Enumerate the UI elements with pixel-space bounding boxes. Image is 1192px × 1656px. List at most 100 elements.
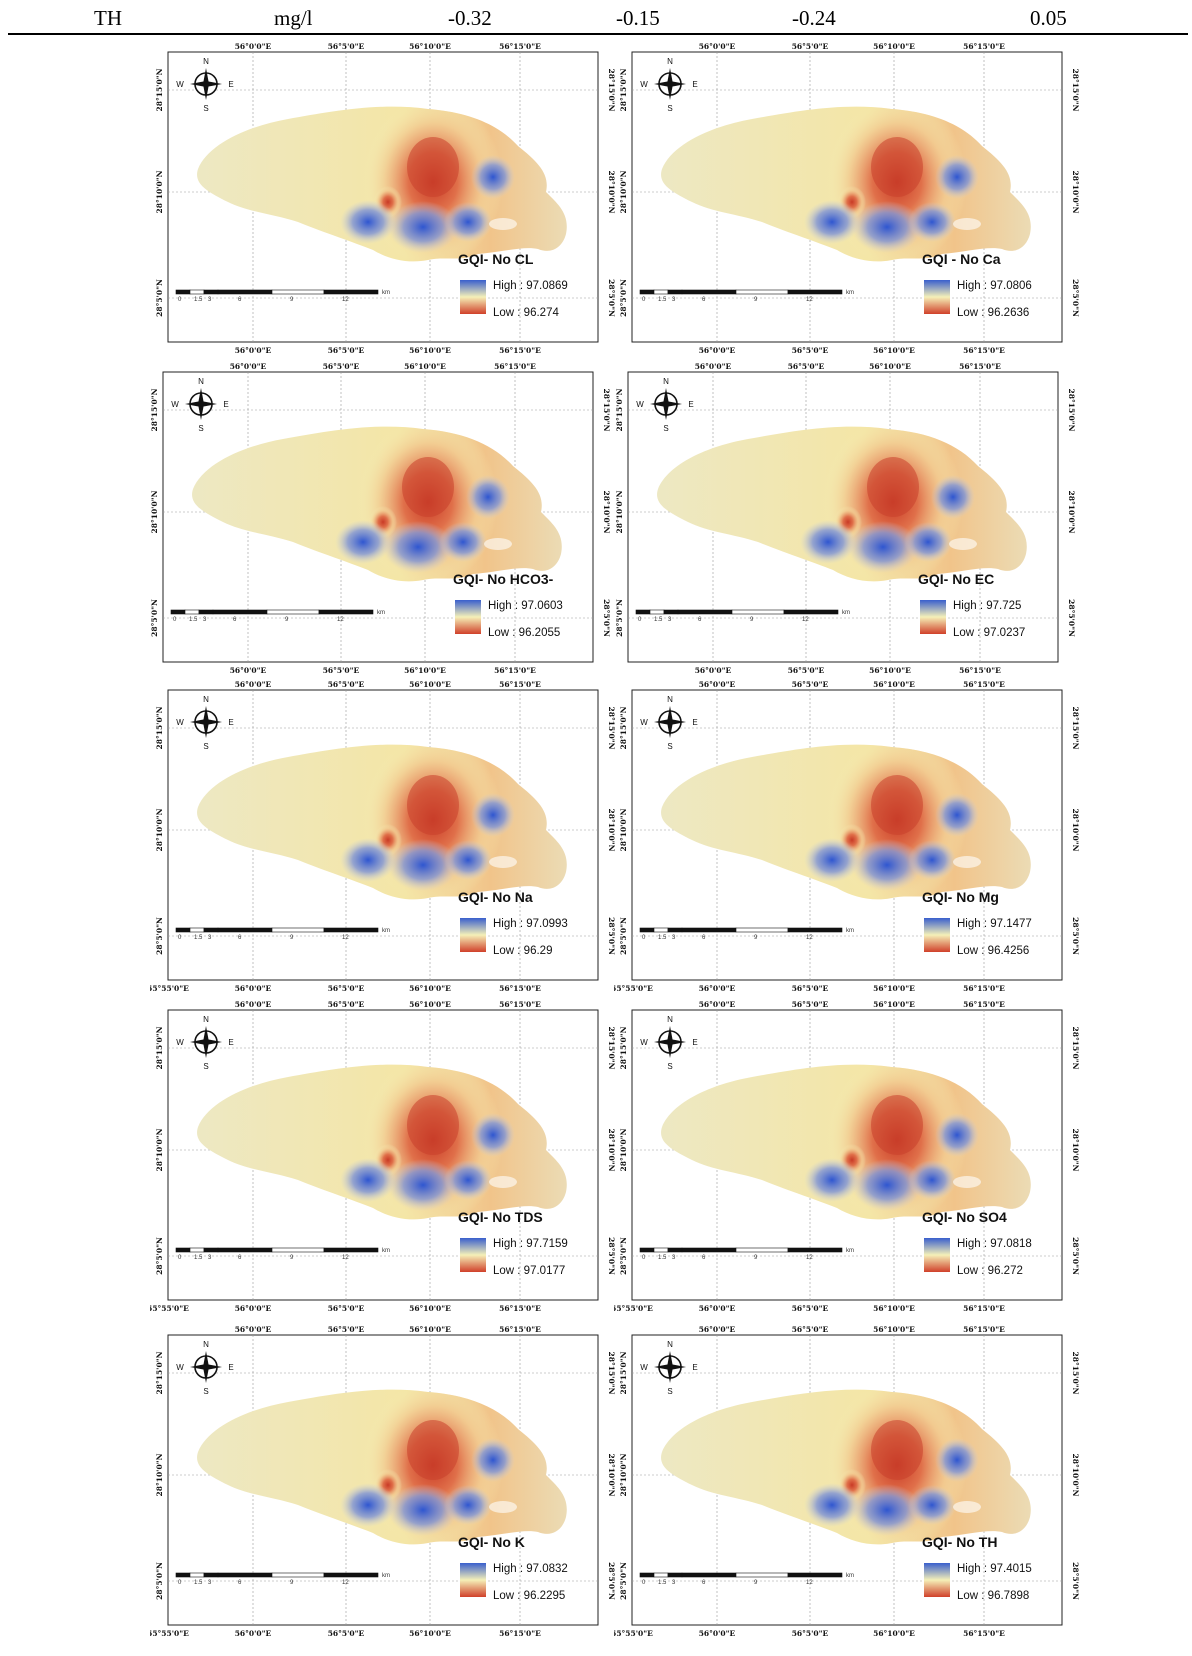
compass-icon: N S E W <box>640 1015 697 1071</box>
island-raster <box>197 1064 567 1220</box>
scale-label: 6 <box>702 935 706 941</box>
lon-tick-top: 56°5'0"E <box>788 362 825 371</box>
island-raster <box>192 426 562 582</box>
island-raster <box>197 744 567 900</box>
lon-tick-top: 56°15'0"E <box>963 1000 1005 1009</box>
legend-high: High : 97.0869 <box>493 280 568 292</box>
lat-tick-right: 28°10'0"N <box>1071 1454 1080 1497</box>
lon-tick-top: 56°10'0"E <box>873 1000 915 1009</box>
scale-unit: km <box>842 610 850 616</box>
legend-swatch <box>460 1238 486 1272</box>
lon-tick-top: 56°0'0"E <box>699 1000 736 1009</box>
lon-tick-top: 56°15'0"E <box>499 42 541 51</box>
scale-bar: 0 1.5 3 6 9 12 km <box>170 609 385 623</box>
lat-tick-left: 28°5'0"N <box>615 599 624 637</box>
value-cell-4: 0.05 <box>1030 6 1067 30</box>
map-panel: N S E W 0 1.5 3 6 9 12 km GQI - No Ca High : 97.0806… <box>614 42 1084 362</box>
legend-swatch <box>460 1563 486 1597</box>
scale-label: 12 <box>806 1255 813 1261</box>
compass-e-label: E <box>223 400 228 409</box>
compass-s-label: S <box>667 104 672 113</box>
lat-tick-left: 28°10'0"N <box>615 490 624 533</box>
scale-label: 6 <box>238 1255 242 1261</box>
map-title: GQI- No Mg <box>922 889 999 905</box>
island-raster <box>197 106 567 262</box>
value-cell-2: -0.15 <box>616 6 660 30</box>
lat-tick-left: 28°5'0"N <box>619 917 628 955</box>
lat-tick-right: 28°15'0"N <box>607 1352 616 1395</box>
legend-swatch <box>920 600 946 634</box>
scale-label: 0 <box>178 1255 182 1261</box>
scale-label: 0 <box>178 297 182 303</box>
compass-icon: N S E W <box>176 1015 233 1071</box>
scale-label: 3 <box>208 935 212 941</box>
compass-e-label: E <box>228 1363 233 1372</box>
lon-tick-top: 56°10'0"E <box>873 1325 915 1334</box>
lon-tick-extra: 55°55'0"E <box>614 1629 653 1638</box>
map-panel: N S E W 0 1.5 3 6 9 12 km GQI- No Na High : 97.0993 L… <box>150 680 620 1000</box>
legend-high: High : 97.0832 <box>493 1563 568 1575</box>
legend-high: High : 97.0806 <box>957 280 1032 292</box>
lat-tick-left: 28°15'0"N <box>155 706 164 749</box>
map-panel: N S E W 0 1.5 3 6 9 12 km GQI- No SO4 High : 97.0818… <box>614 1000 1084 1320</box>
lat-tick-left: 28°10'0"N <box>619 808 628 851</box>
scale-label: 6 <box>698 617 702 623</box>
scale-label: 0 <box>642 297 646 303</box>
legend-high: High : 97.0993 <box>493 918 568 930</box>
scale-label: 1.5 <box>658 1255 667 1261</box>
scale-unit: km <box>382 1248 390 1254</box>
scale-unit: km <box>382 1573 390 1579</box>
lat-tick-left: 28°5'0"N <box>150 599 159 637</box>
lat-tick-right: 28°10'0"N <box>607 1129 616 1172</box>
lat-tick-left: 28°15'0"N <box>619 1351 628 1394</box>
lon-tick-top: 56°10'0"E <box>869 362 911 371</box>
scale-bar: 0 1.5 3 6 9 12 km <box>639 289 854 303</box>
compass-n-label: N <box>198 377 204 386</box>
compass-s-label: S <box>667 1387 672 1396</box>
compass-s-label: S <box>667 1062 672 1071</box>
lon-tick-top: 56°10'0"E <box>409 42 451 51</box>
scale-label: 12 <box>337 617 344 623</box>
compass-e-label: E <box>688 400 693 409</box>
lon-tick-bottom: 56°10'0"E <box>873 1629 915 1638</box>
lat-tick-right: 28°10'0"N <box>602 491 611 534</box>
lon-tick-bottom: 56°15'0"E <box>963 346 1005 355</box>
map-panel: N S E W 0 1.5 3 6 9 12 km GQI- No HCO3- High : 97.06… <box>145 362 615 682</box>
compass-icon: N S E W <box>640 57 697 113</box>
lon-tick-extra: 55°55'0"E <box>614 984 653 993</box>
map-panel: N S E W 0 1.5 3 6 9 12 km GQI- No EC High : 97.725 Lo… <box>610 362 1080 682</box>
scale-unit: km <box>846 928 854 934</box>
scale-label: 3 <box>208 1580 212 1586</box>
lon-tick-bottom: 56°5'0"E <box>792 1304 829 1313</box>
compass-n-label: N <box>203 57 209 66</box>
map-title: GQI- No HCO3- <box>453 571 554 587</box>
lat-tick-right: 28°15'0"N <box>602 389 611 432</box>
lon-tick-bottom: 56°15'0"E <box>499 1629 541 1638</box>
lat-tick-right: 28°10'0"N <box>607 1454 616 1497</box>
scale-label: 3 <box>672 1580 676 1586</box>
lat-tick-left: 28°5'0"N <box>155 1237 164 1275</box>
scale-label: 9 <box>290 1580 294 1586</box>
lon-tick-bottom: 56°5'0"E <box>328 346 365 355</box>
lon-tick-bottom: 56°5'0"E <box>792 1629 829 1638</box>
lat-tick-left: 28°10'0"N <box>150 490 159 533</box>
legend-low: Low : 96.7898 <box>957 1590 1029 1602</box>
scale-label: 1.5 <box>194 935 203 941</box>
scale-label: 6 <box>702 1580 706 1586</box>
map-title: GQI- No SO4 <box>922 1209 1007 1225</box>
map-panel: N S E W 0 1.5 3 6 9 12 km GQI- No K High : 97.0832 Lo… <box>150 1325 620 1645</box>
lat-tick-right: 28°5'0"N <box>607 279 616 317</box>
value-cell-1: -0.32 <box>448 6 492 30</box>
scale-bar: 0 1.5 3 6 9 12 km <box>639 1572 854 1586</box>
compass-s-label: S <box>198 424 203 433</box>
legend-swatch <box>460 918 486 952</box>
compass-icon: N S E W <box>640 695 697 751</box>
scale-label: 9 <box>754 297 758 303</box>
compass-w-label: W <box>640 1363 648 1372</box>
lat-tick-right: 28°5'0"N <box>1071 1237 1080 1275</box>
lat-tick-left: 28°10'0"N <box>155 1453 164 1496</box>
lat-tick-right: 28°10'0"N <box>607 809 616 852</box>
scale-label: 9 <box>290 935 294 941</box>
compass-w-label: W <box>176 1363 184 1372</box>
lon-tick-top: 56°5'0"E <box>328 680 365 689</box>
